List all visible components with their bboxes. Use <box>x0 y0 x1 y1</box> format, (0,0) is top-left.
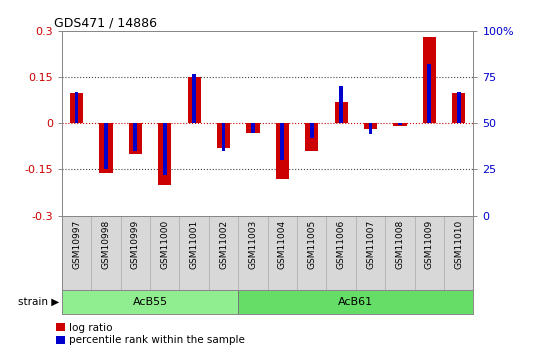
Text: GSM11005: GSM11005 <box>307 220 316 269</box>
Bar <box>163 124 167 175</box>
Bar <box>188 77 201 124</box>
Text: AcB61: AcB61 <box>338 297 373 307</box>
Text: GDS471 / 14886: GDS471 / 14886 <box>54 17 157 30</box>
Bar <box>104 124 108 169</box>
Bar <box>276 124 289 179</box>
Text: GSM10999: GSM10999 <box>131 220 140 269</box>
Text: GSM11003: GSM11003 <box>249 220 258 269</box>
Text: GSM11010: GSM11010 <box>454 220 463 269</box>
Bar <box>452 92 465 124</box>
Text: AcB55: AcB55 <box>132 297 168 307</box>
Bar <box>393 124 407 126</box>
Bar <box>158 124 172 185</box>
Bar <box>251 124 255 132</box>
Text: strain ▶: strain ▶ <box>18 297 59 307</box>
Text: GSM10998: GSM10998 <box>102 220 110 269</box>
Text: GSM10997: GSM10997 <box>72 220 81 269</box>
Bar <box>100 124 112 172</box>
Bar <box>427 64 431 124</box>
Bar <box>398 124 402 125</box>
Bar <box>62 290 238 314</box>
Bar <box>75 92 79 124</box>
Bar <box>129 124 142 154</box>
Bar <box>222 124 225 151</box>
Bar <box>217 124 230 148</box>
Bar <box>192 73 196 124</box>
Bar <box>238 290 473 314</box>
Bar <box>133 124 137 151</box>
Bar <box>335 102 348 124</box>
Text: GSM11000: GSM11000 <box>160 220 169 269</box>
Text: GSM11008: GSM11008 <box>395 220 405 269</box>
Text: GSM11006: GSM11006 <box>337 220 345 269</box>
Bar <box>457 92 461 124</box>
Bar <box>369 124 372 135</box>
Bar <box>246 124 259 132</box>
Legend: log ratio, percentile rank within the sample: log ratio, percentile rank within the sa… <box>56 323 245 345</box>
Text: GSM11004: GSM11004 <box>278 220 287 269</box>
Text: GSM11001: GSM11001 <box>190 220 199 269</box>
Bar <box>305 124 318 151</box>
Bar <box>339 87 343 124</box>
Bar <box>280 124 284 160</box>
Text: GSM11009: GSM11009 <box>425 220 434 269</box>
Bar <box>423 37 436 124</box>
Bar <box>364 124 377 129</box>
Bar <box>310 124 314 138</box>
Text: GSM11007: GSM11007 <box>366 220 375 269</box>
Bar <box>70 92 83 124</box>
Text: GSM11002: GSM11002 <box>219 220 228 269</box>
